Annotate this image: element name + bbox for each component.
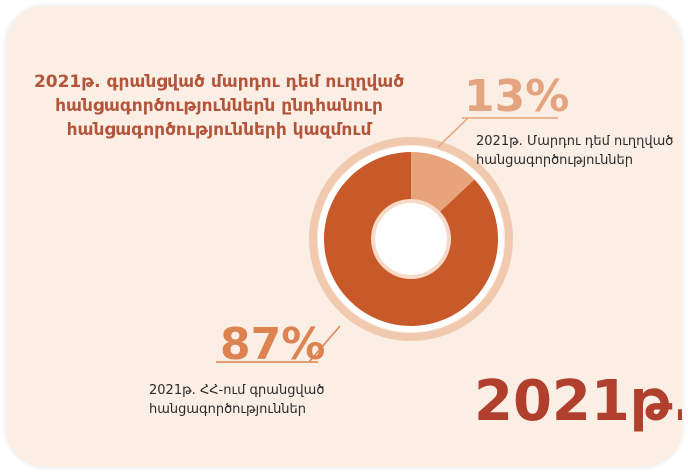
leader-line-13 <box>437 117 469 148</box>
donut-chart <box>216 117 558 363</box>
donut-group <box>309 137 513 341</box>
year-label: 2021թ. <box>474 369 682 434</box>
slice-desc-13: 2021թ. Մարդու դեմ ուղղված հանցագործությո… <box>476 134 674 168</box>
slice-desc-87: 2021թ. ՀՀ-ում գրանցված հանցագործությունն… <box>149 383 325 417</box>
outer-ring <box>309 137 513 341</box>
slice-label-13: 13% <box>464 71 570 122</box>
leader-line-87 <box>308 325 341 363</box>
center-hole <box>375 203 447 275</box>
infographic-card: 2021թ. գրանցված մարդու դեմ ուղղված հանցա… <box>6 6 682 467</box>
chart-title: 2021թ. գրանցված մարդու դեմ ուղղված հանցա… <box>33 72 405 140</box>
slice-label-87: 87% <box>220 319 326 370</box>
